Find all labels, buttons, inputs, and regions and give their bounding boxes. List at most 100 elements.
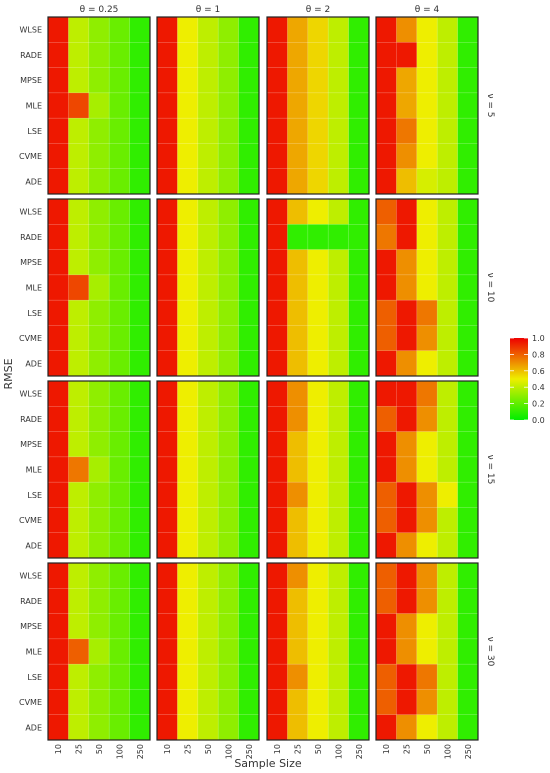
heatmap-cell (109, 42, 130, 68)
heatmap-cell (376, 689, 397, 716)
heatmap-cell (328, 92, 349, 119)
heatmap-cell (48, 714, 69, 741)
y-tick-label: LSE (27, 673, 42, 682)
heatmap-cell (416, 588, 438, 614)
heatmap-cell (457, 118, 479, 144)
heatmap-cell (437, 249, 458, 276)
heatmap-cell (287, 456, 309, 483)
row-facet-label: ν = 15 (485, 455, 495, 485)
heatmap-cell (348, 249, 370, 276)
heatmap-cell (238, 406, 260, 432)
heatmap-cell (437, 381, 458, 407)
heatmap-cell (376, 199, 397, 225)
heatmap-cell (88, 406, 110, 432)
heatmap-cell (307, 274, 329, 301)
heatmap-cell (197, 714, 219, 741)
heatmap-cell (307, 17, 329, 43)
heatmap-cell (457, 350, 479, 377)
heatmap-cell (177, 482, 199, 508)
heatmap-cell (109, 664, 130, 690)
heatmap-cell (396, 532, 418, 559)
heatmap-cell (267, 563, 288, 589)
heatmap-cell (177, 67, 199, 94)
y-tick-label: WLSE (20, 26, 43, 35)
heatmap-cell (129, 638, 151, 665)
heatmap-cell (197, 406, 219, 432)
x-tick-label: 25 (294, 744, 303, 754)
heatmap-cell (416, 714, 438, 741)
heatmap-cell (416, 532, 438, 559)
heatmap-cell (129, 532, 151, 559)
heatmap-cell (396, 350, 418, 377)
heatmap-cell (48, 381, 69, 407)
heatmap-cell (396, 17, 418, 43)
heatmap-cell (437, 199, 458, 225)
heatmap-cell (197, 67, 219, 94)
heatmap-cell (437, 168, 458, 195)
heatmap-cell (88, 42, 110, 68)
heatmap-cell (307, 714, 329, 741)
heatmap-cell (457, 249, 479, 276)
row-facet-label: ν = 30 (485, 637, 495, 667)
heatmap-cell (129, 350, 151, 377)
col-facet-label: θ = 1 (196, 5, 221, 15)
heatmap-cell (287, 67, 309, 94)
heatmap-cell (177, 613, 199, 640)
heatmap-cell (287, 118, 309, 144)
heatmap-cell (416, 381, 438, 407)
heatmap-cell (328, 588, 349, 614)
heatmap-cell (437, 431, 458, 458)
heatmap-cell (396, 143, 418, 170)
heatmap-cell (348, 274, 370, 301)
heatmap-cell (48, 689, 69, 716)
heatmap-cell (197, 689, 219, 716)
heatmap-cell (328, 118, 349, 144)
heatmap-cell (157, 714, 178, 741)
heatmap-cell (197, 274, 219, 301)
heatmap-cell (396, 406, 418, 432)
heatmap-cell (287, 532, 309, 559)
heatmap-cell (238, 42, 260, 68)
heatmap-cell (287, 17, 309, 43)
heatmap-cell (416, 300, 438, 326)
heatmap-cell (416, 42, 438, 68)
heatmap-cell (267, 689, 288, 716)
heatmap-cell (218, 456, 239, 483)
y-tick-label: CVME (19, 516, 42, 525)
heatmap-cell (328, 456, 349, 483)
heatmap-cell (48, 588, 69, 614)
heatmap-cell (197, 532, 219, 559)
heatmap-cell (287, 381, 309, 407)
y-tick-label: ADE (25, 177, 42, 186)
heatmap-cell (376, 143, 397, 170)
heatmap-cell (157, 168, 178, 195)
heatmap-cell (48, 507, 69, 534)
heatmap-panel (375, 380, 479, 559)
heatmap-cell (218, 638, 239, 665)
heatmap-cell (457, 714, 479, 741)
heatmap-cell (328, 325, 349, 352)
heatmap-cell (68, 325, 90, 352)
heatmap-cell (129, 92, 151, 119)
heatmap-cell (328, 42, 349, 68)
heatmap-cell (68, 532, 90, 559)
heatmap-cell (218, 588, 239, 614)
heatmap-cell (376, 381, 397, 407)
heatmap-cell (416, 507, 438, 534)
heatmap-cell (88, 689, 110, 716)
heatmap-cell (157, 689, 178, 716)
heatmap-cell (218, 714, 239, 741)
heatmap-panel (156, 198, 260, 377)
heatmap-cell (457, 274, 479, 301)
heatmap-cell (68, 588, 90, 614)
heatmap-cell (416, 613, 438, 640)
heatmap-cell (157, 456, 178, 483)
heatmap-cell (109, 563, 130, 589)
heatmap-cell (267, 249, 288, 276)
heatmap-cell (348, 67, 370, 94)
y-tick-label: MLE (26, 284, 42, 293)
heatmap-cell (416, 482, 438, 508)
heatmap-cell (396, 249, 418, 276)
heatmap-cell (437, 689, 458, 716)
heatmap-cell (48, 456, 69, 483)
